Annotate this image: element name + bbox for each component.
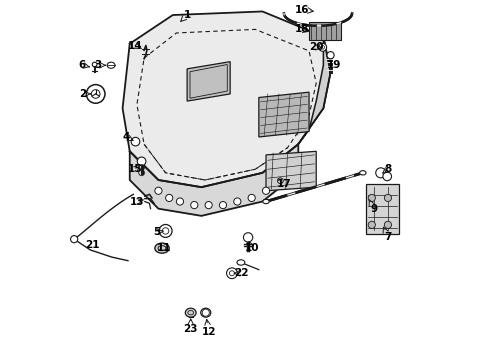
- Ellipse shape: [262, 199, 269, 204]
- Circle shape: [226, 268, 237, 279]
- Ellipse shape: [107, 62, 115, 68]
- Text: 17: 17: [276, 179, 291, 189]
- Polygon shape: [298, 37, 330, 144]
- Polygon shape: [122, 12, 330, 187]
- Circle shape: [384, 194, 391, 202]
- Ellipse shape: [92, 62, 97, 67]
- Polygon shape: [366, 184, 398, 234]
- Text: 21: 21: [84, 239, 99, 249]
- Polygon shape: [265, 151, 316, 191]
- Text: 8: 8: [384, 164, 391, 174]
- Text: 15: 15: [128, 164, 142, 174]
- Circle shape: [367, 194, 375, 202]
- Text: 9: 9: [369, 204, 376, 214]
- Polygon shape: [187, 62, 230, 101]
- Text: 18: 18: [294, 24, 308, 35]
- Circle shape: [159, 225, 172, 237]
- Text: 3: 3: [94, 60, 101, 70]
- Circle shape: [165, 194, 172, 202]
- Text: 4: 4: [122, 132, 130, 142]
- Circle shape: [384, 221, 391, 228]
- Text: 12: 12: [201, 327, 215, 337]
- Circle shape: [318, 43, 326, 51]
- Circle shape: [382, 172, 391, 181]
- Circle shape: [155, 187, 162, 194]
- Text: 14: 14: [127, 41, 142, 50]
- Text: 2: 2: [80, 89, 86, 99]
- Circle shape: [204, 202, 212, 209]
- Text: 20: 20: [308, 42, 323, 52]
- Circle shape: [176, 198, 183, 205]
- Ellipse shape: [185, 308, 196, 317]
- Text: 13: 13: [129, 197, 144, 207]
- Text: 16: 16: [294, 5, 308, 15]
- Circle shape: [86, 85, 105, 103]
- Polygon shape: [258, 92, 308, 137]
- Text: 23: 23: [183, 324, 198, 334]
- Circle shape: [326, 51, 333, 59]
- Polygon shape: [308, 22, 341, 40]
- Circle shape: [219, 202, 226, 209]
- Text: 7: 7: [384, 232, 391, 242]
- Circle shape: [262, 187, 269, 194]
- Circle shape: [190, 202, 198, 209]
- Polygon shape: [129, 144, 298, 216]
- Circle shape: [243, 233, 252, 242]
- Circle shape: [233, 198, 241, 205]
- Ellipse shape: [237, 260, 244, 265]
- Text: 1: 1: [183, 10, 190, 20]
- Text: 11: 11: [156, 243, 171, 253]
- Circle shape: [70, 235, 78, 243]
- Circle shape: [131, 137, 140, 146]
- Text: 19: 19: [326, 60, 341, 70]
- Ellipse shape: [155, 243, 169, 253]
- Circle shape: [367, 221, 375, 228]
- Text: 5: 5: [153, 227, 160, 237]
- Ellipse shape: [359, 171, 366, 175]
- Text: 6: 6: [79, 60, 86, 70]
- Circle shape: [247, 194, 255, 202]
- Circle shape: [137, 157, 145, 166]
- Text: 10: 10: [244, 243, 258, 253]
- Text: 22: 22: [233, 268, 247, 278]
- Ellipse shape: [201, 308, 210, 317]
- Circle shape: [375, 168, 385, 178]
